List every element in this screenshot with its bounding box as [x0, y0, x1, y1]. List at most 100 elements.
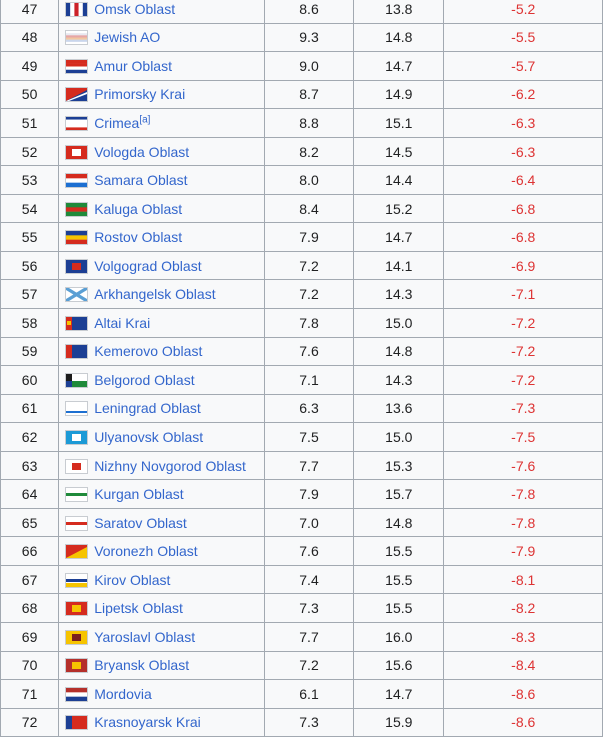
rank-cell: 66 [0, 536, 60, 566]
footnote-link[interactable]: [a] [139, 114, 151, 126]
rank-cell: 59 [0, 336, 60, 367]
yaroslavl-oblast-flag-icon[interactable] [65, 629, 89, 645]
region-link[interactable]: Kaluga Oblast [94, 200, 183, 217]
kaluga-oblast-flag-icon[interactable] [65, 201, 89, 217]
jewish-ao-flag-icon[interactable] [65, 30, 89, 46]
change-cell: -8.4 [443, 650, 603, 681]
table-row: 68 Lipetsk Oblast 7.3 15.5 -8.2 [0, 593, 603, 624]
table-row: 60 Belgorod Oblast 7.1 14.3 -7.2 [0, 365, 603, 395]
omsk-oblast-flag-icon[interactable] [65, 1, 89, 17]
region-link[interactable]: Omsk Oblast [94, 0, 176, 17]
region-link[interactable]: Leningrad Oblast [94, 400, 201, 417]
ulyanovsk-oblast-flag-icon[interactable] [65, 429, 89, 445]
kemerovo-oblast-flag-icon[interactable] [65, 344, 89, 360]
change-cell: -6.3 [443, 108, 603, 138]
crimea-flag-icon[interactable] [65, 115, 89, 131]
region-link[interactable]: Amur Oblast [94, 57, 172, 74]
region-link[interactable]: Belgorod Oblast [94, 371, 195, 388]
region-cell: Nizhny Novgorod Oblast [58, 450, 265, 481]
value-cell-a: 7.0 [263, 507, 355, 538]
region-link[interactable]: Lipetsk Oblast [94, 600, 183, 617]
value-cell-b: 14.7 [353, 51, 445, 81]
amur-oblast-flag-icon[interactable] [65, 58, 89, 74]
rank-cell: 48 [0, 22, 60, 53]
value-cell-a: 6.3 [263, 393, 355, 424]
rank-cell: 47 [0, 0, 60, 24]
value-cell-a: 7.5 [263, 422, 355, 452]
value-cell-b: 14.1 [353, 250, 445, 281]
region-link[interactable]: Bryansk Oblast [94, 657, 190, 674]
rank-cell: 57 [0, 279, 60, 310]
rank-cell: 63 [0, 450, 60, 481]
rank-cell: 60 [0, 365, 60, 395]
value-cell-a: 9.0 [263, 51, 355, 81]
value-cell-b: 15.0 [353, 308, 445, 338]
region-cell: Amur Oblast [58, 51, 265, 81]
kirov-oblast-flag-icon[interactable] [65, 572, 89, 588]
lipetsk-oblast-flag-icon[interactable] [65, 601, 89, 617]
region-link[interactable]: Nizhny Novgorod Oblast [94, 457, 246, 474]
value-cell-b: 14.4 [353, 165, 445, 195]
region-link[interactable]: Ulyanovsk Oblast [94, 428, 204, 445]
region-link[interactable]: Altai Krai [94, 314, 151, 331]
region-link[interactable]: Kirov Oblast [94, 571, 171, 588]
region-link[interactable]: Mordovia [94, 685, 152, 702]
table-row: 61 Leningrad Oblast 6.3 13.6 -7.3 [0, 393, 603, 424]
rank-cell: 64 [0, 479, 60, 509]
samara-oblast-flag-icon[interactable] [65, 173, 89, 189]
volgograd-oblast-flag-icon[interactable] [65, 258, 89, 274]
rank-cell: 51 [0, 108, 60, 138]
region-link[interactable]: Samara Oblast [94, 172, 188, 189]
change-cell: -6.4 [443, 165, 603, 195]
table-row: 70 Bryansk Oblast 7.2 15.6 -8.4 [0, 650, 603, 681]
region-link[interactable]: Rostov Oblast [94, 229, 183, 246]
table-row: 64 Kurgan Oblast 7.9 15.7 -7.8 [0, 479, 603, 509]
region-link[interactable]: Voronezh Oblast [94, 543, 198, 560]
region-link[interactable]: Crimea [94, 114, 140, 131]
kurgan-oblast-flag-icon[interactable] [65, 487, 89, 503]
table-row: 71 Mordovia 6.1 14.7 -8.6 [0, 679, 603, 709]
region-link[interactable]: Kemerovo Oblast [94, 343, 203, 360]
region-link[interactable]: Volgograd Oblast [94, 257, 202, 274]
belgorod-oblast-flag-icon[interactable] [65, 372, 89, 388]
region-link[interactable]: Yaroslavl Oblast [94, 628, 196, 645]
saratov-oblast-flag-icon[interactable] [65, 515, 89, 531]
leningrad-oblast-flag-icon[interactable] [65, 401, 89, 417]
value-cell-b: 15.5 [353, 593, 445, 624]
vologda-oblast-flag-icon[interactable] [65, 144, 89, 160]
nizhny-novgorod-oblast-flag-icon[interactable] [65, 458, 89, 474]
value-cell-b: 15.6 [353, 650, 445, 681]
region-cell: Voronezh Oblast [58, 536, 265, 566]
region-link[interactable]: Kurgan Oblast [94, 486, 184, 503]
region-cell: Kaluga Oblast [58, 193, 265, 224]
change-cell: -7.8 [443, 507, 603, 538]
value-cell-b: 15.2 [353, 193, 445, 224]
table-row: 69 Yaroslavl Oblast 7.7 16.0 -8.3 [0, 622, 603, 652]
region-cell: Volgograd Oblast [58, 250, 265, 281]
value-cell-b: 13.6 [353, 393, 445, 424]
mordovia-flag-icon[interactable] [65, 686, 89, 702]
region-link[interactable]: Krasnoyarsk Krai [94, 714, 201, 731]
value-cell-b: 14.9 [353, 79, 445, 110]
region-cell: Vologda Oblast [58, 136, 265, 167]
rostov-oblast-flag-icon[interactable] [65, 230, 89, 246]
region-link[interactable]: Arkhangelsk Oblast [94, 286, 216, 303]
region-link[interactable]: Primorsky Krai [94, 86, 186, 103]
region-link[interactable]: Saratov Oblast [94, 514, 187, 531]
rank-cell: 70 [0, 650, 60, 681]
rank-cell: 72 [0, 707, 60, 737]
region-link[interactable]: Jewish AO [94, 29, 161, 46]
value-cell-b: 15.5 [353, 564, 445, 595]
region-link[interactable]: Vologda Oblast [94, 143, 190, 160]
arkhangelsk-oblast-flag-icon[interactable] [65, 287, 89, 303]
value-cell-a: 8.4 [263, 193, 355, 224]
table-row: 65 Saratov Oblast 7.0 14.8 -7.8 [0, 507, 603, 538]
primorsky-krai-flag-icon[interactable] [65, 87, 89, 103]
change-cell: -8.3 [443, 622, 603, 652]
value-cell-b: 14.3 [353, 279, 445, 310]
change-cell: -8.6 [443, 707, 603, 737]
bryansk-oblast-flag-icon[interactable] [65, 658, 89, 674]
voronezh-oblast-flag-icon[interactable] [65, 544, 89, 560]
value-cell-b: 14.3 [353, 365, 445, 395]
altai-krai-flag-icon[interactable] [65, 315, 89, 331]
